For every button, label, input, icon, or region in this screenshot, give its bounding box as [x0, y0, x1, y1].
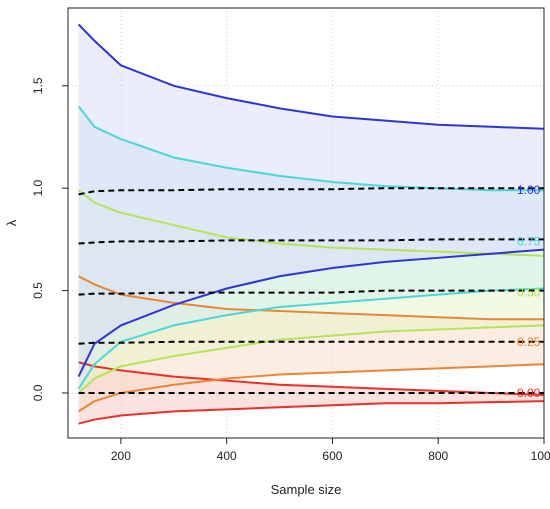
x-tick-label: 600 — [322, 449, 342, 463]
upper-line-0.50 — [77, 189, 545, 257]
lower-line-1.00 — [77, 248, 545, 378]
level-label-0.50: 0.50 — [517, 286, 541, 300]
true-value-line-0.25 — [78, 340, 544, 345]
band-layer — [78, 24, 545, 424]
x-axis-title: Sample size — [271, 482, 342, 497]
upper-line-0.25 — [78, 275, 544, 321]
upper-line-0.00 — [78, 361, 545, 396]
true-value-line-0.50 — [78, 289, 544, 296]
lower-line-0.00 — [78, 400, 545, 425]
y-axis-title: λ — [4, 219, 19, 226]
y-tick-label: 1.0 — [31, 180, 45, 197]
level-label-1.00: 1.00 — [517, 183, 541, 197]
level-label-0.25: 0.25 — [517, 335, 541, 349]
label-layer: 0.00 0.25 0.50 0.75 1.00 — [517, 183, 541, 400]
upper-line-1.00 — [77, 23, 545, 130]
lower-line-0.50 — [77, 324, 545, 394]
true-value-line-1.00 — [78, 187, 544, 196]
dash-layer — [78, 187, 544, 394]
level-label-0.75: 0.75 — [517, 234, 541, 248]
lower-line-0.75 — [77, 287, 545, 390]
lower-line-0.25 — [78, 363, 545, 413]
y-tick-label: 1.5 — [31, 77, 45, 94]
plot-frame — [67, 7, 545, 439]
band-area-1.00 — [78, 24, 545, 377]
x-tick-label: 800 — [428, 449, 448, 463]
y-tick-label: 0.0 — [31, 384, 45, 401]
upper-line-0.75 — [77, 105, 544, 192]
level-label-0.00: 0.00 — [517, 386, 541, 400]
x-tick-label: 400 — [217, 449, 237, 463]
true-value-line-0.75 — [78, 238, 544, 245]
y-tick-label: 0.5 — [31, 282, 45, 299]
line-layer — [77, 23, 545, 425]
x-tick-label: 200 — [111, 449, 131, 463]
